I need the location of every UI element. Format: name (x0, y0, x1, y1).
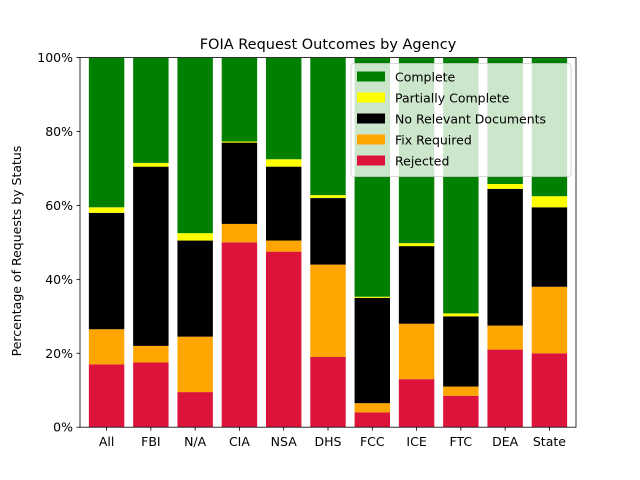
bar-nsa-fix-required (266, 240, 302, 252)
legend-swatch-fix-required (357, 134, 385, 145)
legend: Complete Partially Complete No Relevant Do… (350, 63, 572, 177)
bar-fbi-complete (133, 57, 169, 163)
bar-dhs-partially-complete (310, 195, 346, 199)
bar-cia-partially-complete (221, 141, 258, 143)
plot-frame (79, 57, 577, 428)
bar-dhs-fix-required (310, 264, 346, 357)
legend-box (350, 63, 572, 177)
legend-label-complete: Complete (395, 70, 456, 85)
bar-fbi-partially-complete (133, 162, 169, 167)
bar-all-partially-complete (88, 207, 125, 213)
bar-ice-partially-complete (398, 243, 435, 247)
legend-swatch-complete (357, 71, 385, 82)
bar-fcc-fix-required (354, 403, 390, 413)
bar-nsa-rejected (266, 251, 302, 428)
bar-cia-no-relevant-documents (221, 142, 258, 224)
y-tick-label: 40% (45, 272, 73, 287)
bar-ice-fix-required (398, 323, 435, 380)
x-tick-label: ICE (406, 434, 426, 449)
y-tick-label: 20% (45, 346, 73, 361)
bar-ice-no-relevant-documents (398, 246, 435, 324)
bar-n-a-partially-complete (177, 233, 213, 241)
bar-n-a-complete (177, 57, 213, 234)
legend-label-no-relevant-documents: No Relevant Documents (395, 112, 546, 127)
legend-label-partially-complete: Partially Complete (395, 91, 510, 106)
x-tick-label: State (533, 434, 566, 449)
bar-state-partially-complete (531, 196, 568, 208)
y-axis-title: Percentage of Requests by Status (9, 146, 24, 357)
x-tick-label: NSA (271, 434, 298, 449)
bar-dea-partially-complete (487, 184, 523, 189)
bar-ice-rejected (398, 379, 435, 428)
bar-dea-rejected (487, 349, 523, 428)
bar-nsa-partially-complete (266, 159, 302, 167)
x-axis: All FBI N/A CIA NSA DHS FCC ICE FTC DEA State (99, 427, 566, 449)
legend-label-rejected: Rejected (395, 154, 449, 169)
bar-n-a-fix-required (177, 336, 213, 393)
y-tick-label: 80% (45, 124, 73, 139)
bar-dea-fix-required (487, 325, 523, 350)
bar-cia-complete (221, 57, 258, 142)
bar-dhs-rejected (310, 356, 346, 428)
bar-dhs-no-relevant-documents (310, 198, 346, 265)
legend-swatch-no-relevant-documents (357, 113, 385, 124)
bar-state-fix-required (531, 286, 568, 354)
bar-all-complete (88, 57, 125, 208)
bar-ftc-rejected (443, 395, 479, 428)
bar-all-rejected (88, 364, 125, 428)
x-tick-label: All (99, 434, 115, 449)
bar-ftc-no-relevant-documents (443, 316, 479, 387)
x-tick-label: FCC (360, 434, 385, 449)
bar-state-no-relevant-documents (531, 207, 568, 287)
bar-fcc-no-relevant-documents (354, 297, 390, 404)
bar-ftc-partially-complete (443, 313, 479, 317)
legend-label-fix-required: Fix Required (395, 133, 472, 148)
bar-ftc-fix-required (443, 386, 479, 396)
bar-nsa-complete (266, 57, 302, 160)
y-tick-label: 100% (37, 50, 73, 65)
bar-fcc-partially-complete (354, 296, 390, 298)
bar-fcc-rejected (354, 412, 390, 428)
bar-dhs-complete (310, 57, 346, 196)
bar-dea-no-relevant-documents (487, 188, 523, 326)
bar-fbi-fix-required (133, 345, 169, 363)
bar-all-fix-required (88, 329, 125, 365)
x-tick-label: DHS (315, 434, 342, 449)
bar-n-a-no-relevant-documents (177, 240, 213, 337)
x-tick-label: N/A (184, 434, 207, 449)
bar-nsa-no-relevant-documents (266, 166, 302, 241)
legend-swatch-partially-complete (357, 92, 385, 103)
bar-fbi-no-relevant-documents (133, 166, 169, 346)
x-tick-label: FTC (450, 434, 473, 449)
legend-swatch-rejected (357, 155, 385, 166)
bar-state-rejected (531, 353, 568, 428)
bar-all-no-relevant-documents (88, 212, 125, 330)
bar-fbi-rejected (133, 362, 169, 428)
bar-cia-rejected (221, 242, 258, 428)
chart-title: FOIA Request Outcomes by Agency (200, 37, 457, 53)
y-tick-label: 0% (53, 420, 73, 435)
x-tick-label: FBI (141, 434, 160, 449)
y-axis: 0% 20% 40% 60% 80% 100% (37, 50, 80, 435)
x-tick-label: CIA (229, 434, 250, 449)
bar-cia-fix-required (221, 223, 258, 243)
x-tick-label: DEA (492, 434, 519, 449)
y-tick-label: 60% (45, 198, 73, 213)
bar-n-a-rejected (177, 392, 213, 428)
